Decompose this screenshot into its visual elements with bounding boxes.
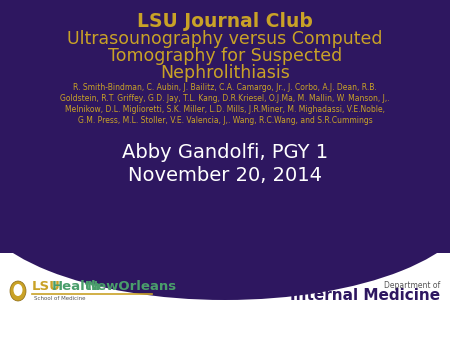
Text: Tomography for Suspected: Tomography for Suspected [108,47,342,65]
Text: Ultrasounography versus Computed: Ultrasounography versus Computed [67,30,383,48]
Ellipse shape [10,281,26,301]
Ellipse shape [0,100,450,300]
Text: G.M. Press, M.L. Stoller, V.E. Valencia, J,. Wang, R.C.Wang, and S.R.Cummings: G.M. Press, M.L. Stoller, V.E. Valencia,… [77,116,373,125]
Text: NewOrleans: NewOrleans [87,280,177,292]
Text: Department of: Department of [384,281,440,290]
Text: School of Medicine: School of Medicine [34,296,86,301]
Text: November 20, 2014: November 20, 2014 [128,166,322,185]
Text: Nephrolithiasis: Nephrolithiasis [160,64,290,82]
Bar [0,0,450,253]
Text: R. Smith-Bindman, C. Aubin, J. Bailitz, C.A. Camargo, Jr., J. Corbo, A.J. Dean, : R. Smith-Bindman, C. Aubin, J. Bailitz, … [73,83,377,92]
Text: LSU: LSU [32,280,61,292]
Text: Melnikow, D.L. Miglioretti, S.K. Miller, L.D. Mills, J.R.Miner, M. Mighadassi, V: Melnikow, D.L. Miglioretti, S.K. Miller,… [65,105,385,114]
Text: Internal Medicine: Internal Medicine [290,289,440,304]
Text: LSU Journal Club: LSU Journal Club [137,12,313,31]
Ellipse shape [14,284,22,296]
Text: Goldstein, R.T. Griffey, G.D. Jay, T.L. Kang, D.R.Kriesel, O.J.Ma, M. Mallin, W.: Goldstein, R.T. Griffey, G.D. Jay, T.L. … [60,94,390,103]
Text: Abby Gandolfi, PGY 1: Abby Gandolfi, PGY 1 [122,143,328,162]
Text: Health: Health [52,280,101,292]
